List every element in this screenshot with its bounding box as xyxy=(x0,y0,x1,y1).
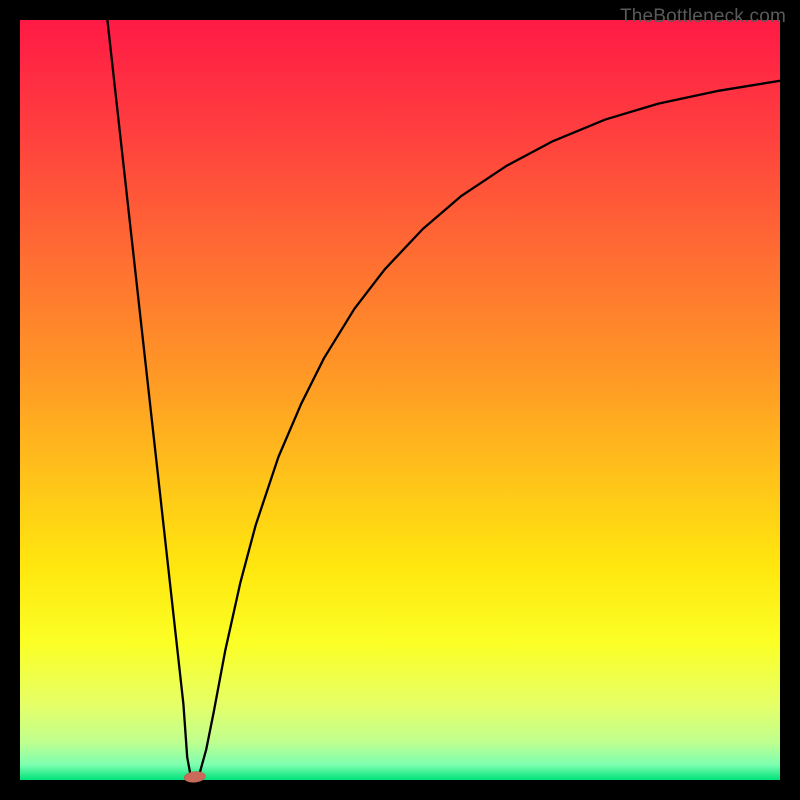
watermark-text: TheBottleneck.com xyxy=(620,6,786,28)
chart-container: TheBottleneck.com xyxy=(0,0,800,800)
plot-background xyxy=(20,20,780,780)
chart-svg xyxy=(0,0,800,800)
